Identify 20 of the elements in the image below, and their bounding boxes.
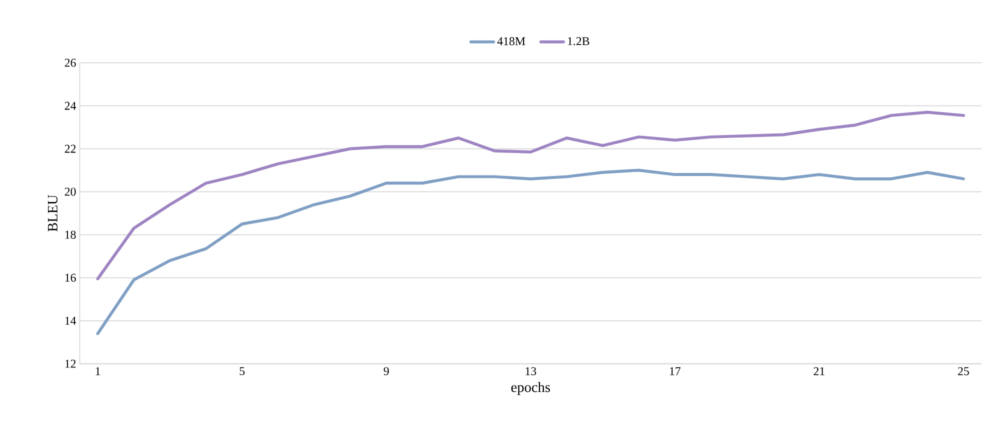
x-tick-label: 9 (384, 366, 389, 375)
y-tick-label: 22 (64, 144, 76, 152)
y-tick-label: 26 (64, 58, 76, 67)
y-tick-label: 18 (65, 230, 76, 239)
x-tick-label: 5 (240, 366, 245, 375)
y-tick-label: 20 (64, 188, 76, 196)
x-tick-label: 25 (958, 366, 969, 375)
line-series (96, 168, 965, 335)
y-tick-label: 12 (65, 360, 76, 368)
y-tick-label: 16 (65, 273, 76, 282)
x-tick-label: 21 (814, 366, 824, 375)
y-axis-title: BLEU (48, 194, 58, 232)
x-axis-title: epochs (511, 382, 550, 395)
x-tick-label: 1 (96, 366, 100, 375)
legend-label: 1.2B (568, 36, 590, 46)
x-tick-label: 17 (670, 366, 681, 375)
y-tick-label: 14 (65, 316, 76, 324)
legend-label: 418M (497, 36, 526, 45)
x-tick-label: 13 (526, 366, 536, 375)
y-tick-label: 24 (64, 102, 76, 110)
